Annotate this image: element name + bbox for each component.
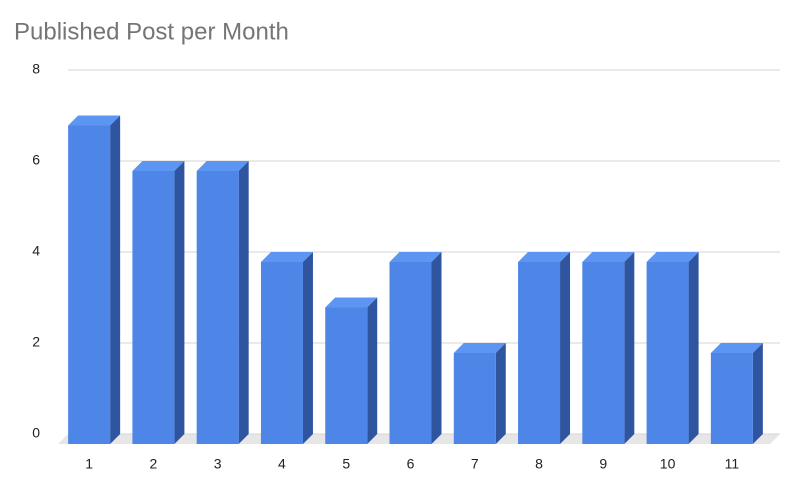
bar-side <box>367 297 378 444</box>
bar-side <box>174 161 185 444</box>
x-tick-label: 1 <box>85 456 93 472</box>
bar-side <box>495 343 506 444</box>
y-tick-label: 4 <box>32 243 40 259</box>
bar-side <box>302 252 313 444</box>
bar <box>68 115 121 444</box>
x-tick-label: 7 <box>471 456 479 472</box>
bar-front <box>325 307 368 444</box>
bar <box>518 252 571 444</box>
bar-top <box>646 252 699 262</box>
bar-front <box>196 171 239 444</box>
bar-top <box>260 252 313 262</box>
x-tick-label: 8 <box>535 456 543 472</box>
bar-front <box>453 353 496 444</box>
bar-side <box>431 252 442 444</box>
x-tick-label: 11 <box>725 456 740 472</box>
x-tick-label: 2 <box>150 456 158 472</box>
y-tick-label: 6 <box>32 152 40 168</box>
bar-top <box>196 161 249 171</box>
bar <box>260 252 313 444</box>
bar <box>389 252 442 444</box>
bar-front <box>646 262 689 444</box>
bar-side <box>238 161 249 444</box>
x-tick-label: 6 <box>407 456 415 472</box>
bar-side <box>110 115 121 444</box>
bar-top <box>325 297 378 308</box>
bar <box>196 161 249 444</box>
x-tick-label: 3 <box>214 456 222 472</box>
bar-front <box>582 262 625 444</box>
bar-side <box>752 343 763 444</box>
bar-top <box>582 252 635 262</box>
bar-front <box>68 125 111 444</box>
chart-title: Published Post per Month <box>14 18 289 45</box>
bar-top <box>453 343 506 353</box>
bar <box>646 252 699 444</box>
bar <box>132 161 185 444</box>
x-tick-label: 10 <box>660 456 676 472</box>
bar-front <box>710 353 753 444</box>
bar-front <box>518 262 561 444</box>
x-tick-label: 5 <box>342 456 350 472</box>
y-tick-label: 8 <box>32 61 40 77</box>
x-tick-label: 9 <box>599 456 607 472</box>
bar-side <box>624 252 635 444</box>
bar <box>325 297 378 444</box>
x-tick-label: 4 <box>278 456 286 472</box>
bar-top <box>132 161 185 171</box>
bar <box>710 343 763 444</box>
bar-top <box>68 115 121 126</box>
bar <box>453 343 506 444</box>
y-tick-label: 2 <box>32 334 40 350</box>
bar-top <box>389 252 442 262</box>
y-tick-label: 0 <box>32 425 40 441</box>
bar-front <box>260 262 303 444</box>
bar-front <box>389 262 432 444</box>
bar-side <box>560 252 571 444</box>
bar-top <box>518 252 571 262</box>
bar <box>582 252 635 444</box>
bar-front <box>132 171 175 444</box>
bar-side <box>688 252 699 444</box>
bar-top <box>710 343 763 353</box>
